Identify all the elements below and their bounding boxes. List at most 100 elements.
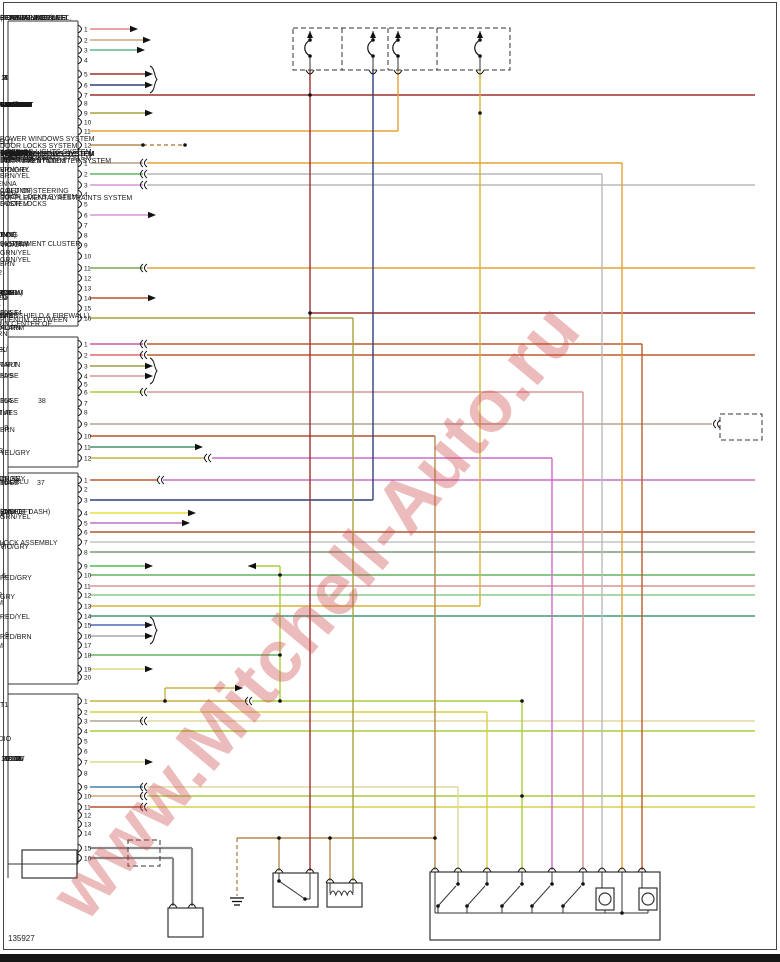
wire-label: BLK/YEL <box>0 102 29 109</box>
splice-dot <box>277 836 281 840</box>
pin-arc-icon <box>77 45 82 55</box>
component-box <box>272 872 319 908</box>
pin-number: 8 <box>84 233 88 240</box>
pin-entry-icon <box>517 867 527 873</box>
arrow-up-icon <box>307 31 313 38</box>
wire-label: BLK/BLU <box>0 102 29 109</box>
wire-label: 14 <box>14 756 22 763</box>
wire-label: 9 <box>5 632 9 639</box>
pin-number: 13 <box>84 286 92 293</box>
inline-connector-icon <box>144 169 148 179</box>
wire-label: GRY <box>0 150 15 157</box>
wire-label: GRY <box>0 150 15 157</box>
inline-connector-icon <box>144 802 148 812</box>
wire-label: 5 <box>5 75 9 82</box>
pin-arc-icon <box>77 819 82 829</box>
wire-label: BRN/YEL <box>0 173 30 180</box>
pin-number: 17 <box>84 643 92 650</box>
wire-label: GRN/RED <box>0 102 32 109</box>
wire-label: BLK/YEL <box>0 102 29 109</box>
wire-label: RED <box>0 295 7 302</box>
pin-number: 7 <box>84 540 88 547</box>
wire-label: G204 <box>0 232 9 239</box>
wire-label: IN IGNITION <box>0 476 20 483</box>
pin-entry-icon <box>430 867 440 873</box>
pin-arc-icon <box>77 293 82 303</box>
wire-label: VIO/GRN <box>0 102 30 109</box>
wire-label: YEL/BLU <box>0 102 29 109</box>
arrow-up-icon <box>477 31 483 38</box>
splice-dot <box>308 93 312 97</box>
wire-label: 5 <box>5 756 9 763</box>
pin-number: 13 <box>84 822 92 829</box>
pin-number: 6 <box>84 83 88 90</box>
pin-number: 5 <box>84 382 88 389</box>
wire-label: BLK/BLU <box>0 102 29 109</box>
pin-number: 20 <box>84 675 92 682</box>
wire-label: YEL/RED <box>0 102 30 109</box>
pin-number: 11 <box>84 266 91 273</box>
wire-label: M <box>0 600 3 607</box>
inline-connector-icon <box>157 475 161 485</box>
wire-label: 2 <box>0 270 2 277</box>
wire-label: BRN/GRN <box>0 102 32 109</box>
arrow-right-icon <box>145 109 153 117</box>
inline-connector-icon <box>140 791 144 801</box>
wire-label: POWER WINDOWS SYSTEM <box>0 151 95 158</box>
switch-contact <box>466 885 486 907</box>
wire-label: STARTING SYSTEM <box>0 158 66 165</box>
wire-label: GRN/YEL <box>0 257 31 264</box>
inline-connector-icon <box>144 716 148 726</box>
pin-arc-icon <box>77 169 82 179</box>
inline-connector-icon <box>144 158 148 168</box>
wire-label: CONTROL MODULE <box>0 15 66 22</box>
pin-number: 6 <box>84 749 88 756</box>
wire-label: 1 <box>0 301 1 308</box>
splice-dot <box>478 111 482 115</box>
pin-arc-icon <box>77 407 82 417</box>
wire-label: GRN <box>0 102 16 109</box>
pin-entry-icon <box>637 867 647 873</box>
pin-arc-icon <box>77 757 82 767</box>
wire-label: GRY <box>0 594 15 601</box>
pin-arc-icon <box>77 620 82 630</box>
wire-label: 6 <box>2 573 6 580</box>
wire-label: RED/GRY <box>0 102 32 109</box>
wire-label: 4 <box>0 512 4 519</box>
pin-exit-icon <box>475 69 485 75</box>
wire-label: 11 <box>11 756 18 763</box>
arrow-right-icon <box>145 621 153 629</box>
wire-label: WHT/YEL <box>0 102 31 109</box>
coil-icon <box>329 890 354 897</box>
pin-number: 16 <box>84 634 92 641</box>
splice-dot <box>303 897 307 901</box>
pin-number: 2 <box>84 38 88 45</box>
wire-label: 1 <box>1 75 5 82</box>
splice-dot <box>465 904 469 908</box>
pin-number: 5 <box>84 521 88 528</box>
splice-dot <box>561 904 565 908</box>
pin-number: 15 <box>84 846 92 853</box>
wire-label: M <box>0 643 3 650</box>
pin-arc-icon <box>77 726 82 736</box>
pin-number: 10 <box>84 254 92 261</box>
pin-entry-icon <box>274 868 284 874</box>
pin-number: 2 <box>84 487 88 494</box>
pin-number: 19 <box>84 667 92 674</box>
pin-number: 12 <box>84 143 92 150</box>
wire-label: 38 <box>38 398 46 405</box>
wire-label: DRIVER'S DOOR LOCK ASSEMBLY <box>0 540 58 547</box>
arrow-right-icon <box>143 36 151 44</box>
brace-icon <box>149 357 158 385</box>
wire-label: (IN CENTER OF <box>0 321 52 328</box>
wire-label: 10A <box>0 310 13 317</box>
pin-number: 3 <box>84 183 88 190</box>
wire-label: GRN/BRN <box>0 102 32 109</box>
pin-arc-icon <box>77 180 82 190</box>
splice-dot <box>308 311 312 315</box>
pin-number: 11 <box>84 129 91 136</box>
wire-label: RED/BLK <box>0 102 30 109</box>
